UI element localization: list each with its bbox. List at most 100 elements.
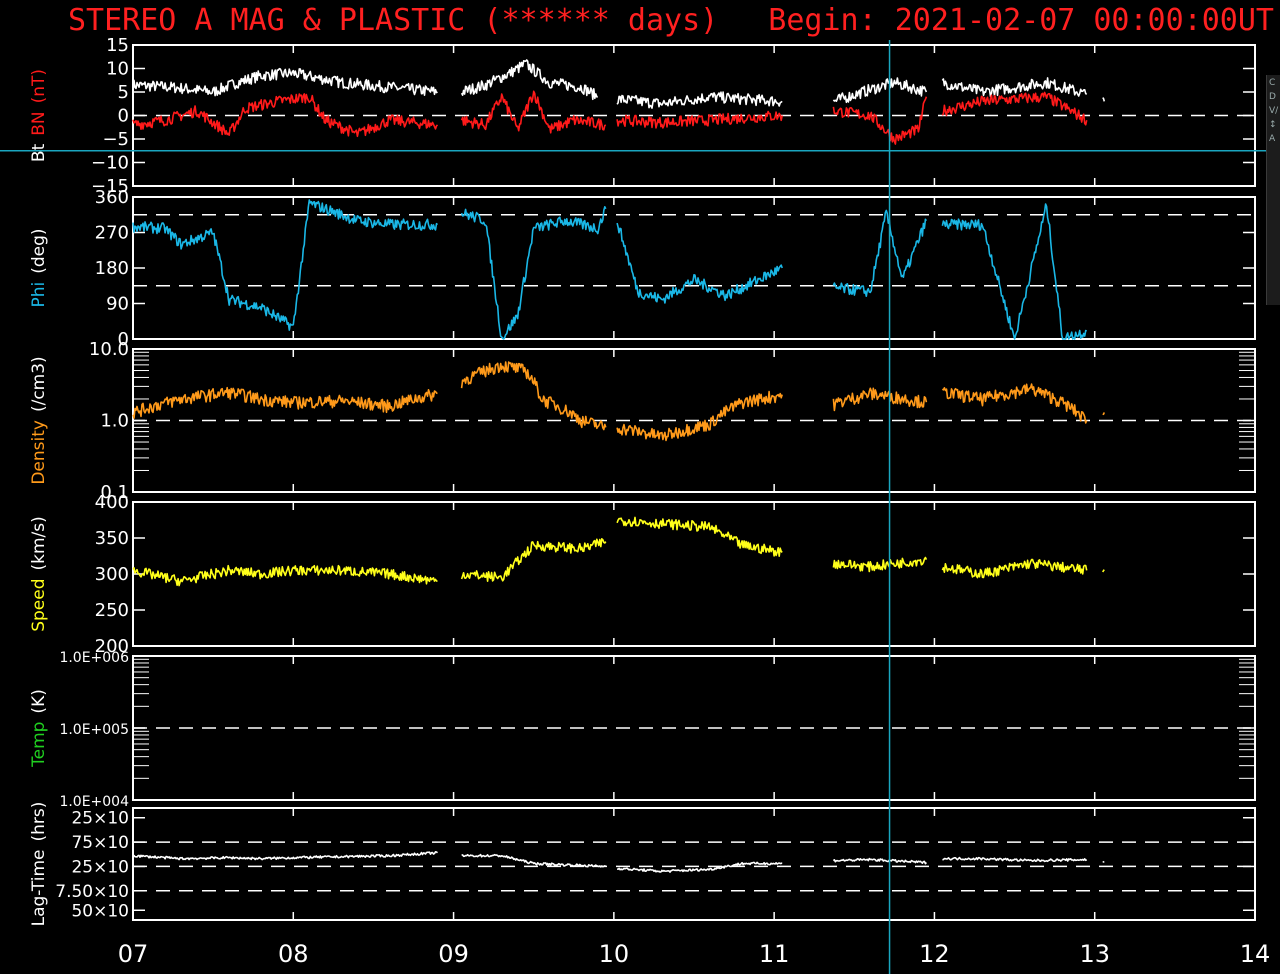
x-tick-label: 14 <box>1240 940 1271 968</box>
y-axis-label-part: Speed <box>29 578 49 631</box>
y-axis-label-part: (nT) <box>29 69 49 103</box>
series-phi <box>132 199 439 331</box>
panel-frame <box>132 807 1256 921</box>
y-tick-label: 1.0E+006 <box>59 650 129 666</box>
series-density <box>132 386 438 419</box>
x-axis: 07 08 09 10 11 12 13 14 <box>118 940 1271 968</box>
panel-density: 10.0 1.0 0.1 Density (/cm3) <box>29 339 1256 503</box>
x-tick-label: 10 <box>599 940 630 968</box>
y-axis-label-part: (km/s) <box>29 516 49 570</box>
series-bn <box>616 110 783 129</box>
panel-phi: 360 270 180 90 0 Phi (deg) <box>29 187 1256 350</box>
series-bt <box>460 59 598 101</box>
y-tick-label: 7.50×10 <box>55 882 129 902</box>
series-lag <box>942 856 1088 863</box>
series-lag <box>617 861 783 873</box>
y-tick-label: −5 <box>102 129 129 150</box>
series-speed <box>1102 569 1105 573</box>
y-axis-label: Temp (K) <box>29 689 49 768</box>
panel-speed: 400 350 300 250 200 Speed (km/s) <box>29 492 1256 657</box>
series-bn <box>832 96 928 145</box>
side-toolbar-item[interactable]: ↕ <box>1269 120 1277 130</box>
x-tick-label: 11 <box>759 940 790 968</box>
panel-mag: 15 105 0−5 −10−15 Bt BN (nT) <box>29 35 1256 197</box>
y-axis-label-part: Temp <box>29 722 49 768</box>
crosshair-cursor[interactable] <box>0 40 1280 974</box>
series-bt <box>1102 97 1106 102</box>
y-axis-label-part: Phi <box>29 282 49 308</box>
y-tick-label: 1.0E+005 <box>59 722 129 738</box>
y-axis-label-part: (K) <box>29 689 49 713</box>
series-density <box>941 383 1088 424</box>
panel-temp: 1.0E+006 1.0E+005 1.0E+004 Temp (K) <box>29 650 1256 810</box>
series-bt <box>941 77 1088 98</box>
side-toolbar-item[interactable]: V/ <box>1269 106 1279 116</box>
y-axis-label: Density (/cm3) <box>29 356 49 484</box>
y-axis-label: Bt BN (nT) <box>29 69 49 162</box>
series-bn <box>460 90 607 134</box>
y-axis-label-part: (deg) <box>29 228 49 273</box>
y-tick-label: 180 <box>95 258 129 279</box>
series-speed <box>832 556 928 573</box>
series-speed <box>616 516 783 558</box>
x-tick-label: 13 <box>1079 940 1110 968</box>
series-phi <box>832 209 928 298</box>
y-tick-label: 5 <box>118 82 129 103</box>
series-speed <box>132 564 438 587</box>
y-axis-label-part: Density <box>29 420 49 485</box>
series-bn <box>941 91 1088 126</box>
y-tick-label: −10 <box>91 153 129 174</box>
x-tick-label: 07 <box>118 940 149 968</box>
x-tick-label: 08 <box>278 940 309 968</box>
y-tick-label: 0.1 <box>100 482 129 503</box>
y-tick-label: 90 <box>106 294 129 315</box>
series-lag <box>461 853 607 868</box>
y-tick-label: 1.0E+004 <box>59 794 129 810</box>
y-tick-label: 50×10 <box>71 901 129 921</box>
x-tick-label: 09 <box>438 940 469 968</box>
side-toolbar-item[interactable]: C <box>1269 78 1276 88</box>
side-toolbar-item[interactable]: A <box>1269 134 1276 144</box>
series-bt <box>832 77 928 104</box>
x-tick-label: 12 <box>919 940 950 968</box>
y-tick-label: 25×10 <box>71 809 129 829</box>
series-speed <box>941 558 1088 579</box>
series-bt <box>132 67 438 97</box>
y-tick-label: 250 <box>95 600 129 621</box>
y-tick-label: 0 <box>118 329 129 350</box>
y-tick-label: 360 <box>95 187 129 208</box>
series-density <box>832 387 928 412</box>
y-axis-label: Speed (km/s) <box>29 516 49 632</box>
y-tick-label: 300 <box>95 564 129 585</box>
y-tick-label: 1.0 <box>100 411 129 432</box>
side-toolbar-item[interactable]: D <box>1269 92 1276 102</box>
series-bn <box>132 93 439 138</box>
y-tick-label: 10.0 <box>89 339 129 360</box>
series-phi <box>460 206 607 340</box>
series-speed <box>460 537 607 583</box>
y-axis-label: Phi (deg) <box>29 228 49 307</box>
y-tick-label: 15 <box>106 35 129 56</box>
series-phi <box>941 203 1088 340</box>
y-axis-label: Lag-Time (hrs) <box>29 802 49 927</box>
series-density <box>616 390 783 442</box>
y-tick-label: 0 <box>118 106 129 127</box>
y-axis-label-part: BN <box>29 111 49 135</box>
y-tick-label: −15 <box>91 176 129 197</box>
series-phi <box>616 222 783 304</box>
y-tick-label: 25×10 <box>71 857 129 877</box>
side-toolbar[interactable]: C D V/ ↕ A <box>1266 75 1280 305</box>
series-density <box>1102 412 1106 416</box>
y-tick-label: 400 <box>95 492 129 513</box>
y-axis-label-part: (/cm3) <box>29 356 49 412</box>
begin-time: Begin: 2021-02-07 00:00:00UT <box>768 3 1274 38</box>
y-tick-label: 10 <box>106 59 129 80</box>
y-axis-label-part: (hrs) <box>29 802 49 842</box>
y-tick-label: 350 <box>95 528 129 549</box>
panels: 151050−5−10−15BtBN(nT)360270180900Phi(de… <box>29 35 1256 927</box>
plot-title: STEREO A MAG & PLASTIC (****** days) <box>68 3 718 38</box>
y-tick-label: 75×10 <box>71 833 129 853</box>
y-tick-label: 200 <box>95 636 129 657</box>
series-density <box>460 361 607 431</box>
